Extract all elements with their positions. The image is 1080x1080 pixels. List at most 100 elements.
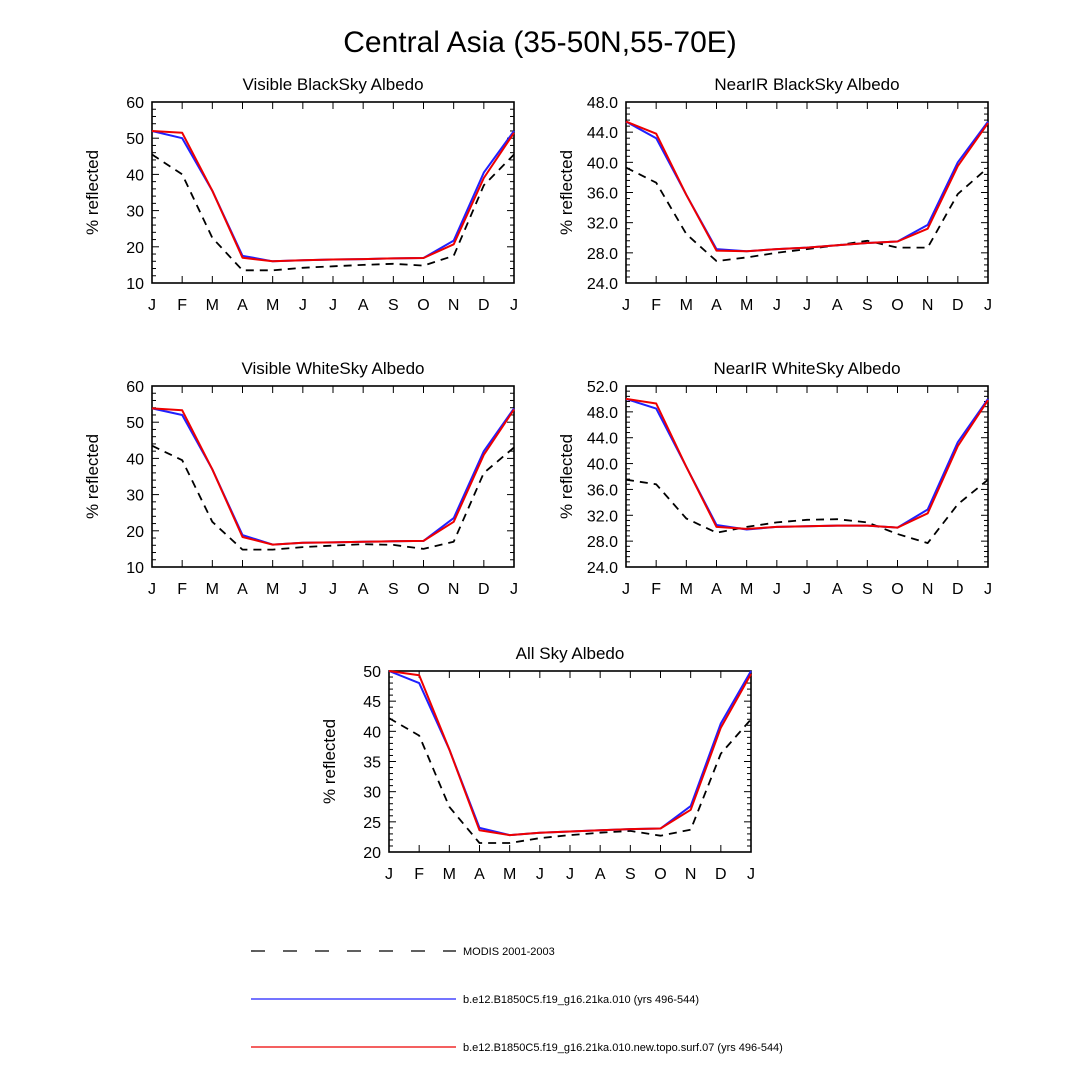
panel-title: Visible BlackSky Albedo — [242, 75, 423, 94]
x-tick-label: J — [536, 866, 544, 883]
y-tick-label: 20 — [126, 524, 144, 541]
x-tick-label: S — [388, 297, 399, 314]
x-tick-label: A — [711, 581, 722, 598]
y-axis-label: % reflected — [557, 150, 576, 235]
y-axis-label: % reflected — [320, 719, 339, 804]
legend-label: b.e12.B1850C5.f19_g16.21ka.010.new.topo.… — [463, 1042, 783, 1054]
y-tick-label: 20 — [363, 845, 381, 862]
x-tick-label: S — [862, 581, 873, 598]
y-tick-label: 36.0 — [587, 186, 618, 203]
x-tick-label: D — [478, 581, 490, 598]
x-tick-label: N — [448, 581, 460, 598]
x-tick-label: A — [832, 581, 843, 598]
y-tick-label: 45 — [363, 694, 381, 711]
y-tick-label: 24.0 — [587, 560, 618, 577]
panel-title: NearIR BlackSky Albedo — [714, 75, 899, 94]
x-tick-label: J — [566, 866, 574, 883]
series-line-3 — [151, 407, 515, 546]
x-tick-label: J — [510, 581, 518, 598]
x-tick-label: M — [503, 866, 516, 883]
figure-title: Central Asia (35-50N,55-70E) — [343, 26, 737, 59]
y-tick-label: 44.0 — [587, 125, 618, 142]
panel-1: Visible BlackSky Albedo 10 20 30 40 50 60 J F M A M… — [83, 75, 518, 314]
series-line-2 — [151, 407, 515, 546]
y-tick-label: 60 — [126, 379, 144, 396]
plot-frame — [151, 101, 515, 284]
y-tick-label: 30 — [363, 785, 381, 802]
x-tick-label: M — [680, 581, 693, 598]
x-tick-label: M — [206, 297, 219, 314]
y-tick-label: 50 — [126, 131, 144, 148]
plot-frame — [625, 385, 989, 568]
x-tick-label: J — [148, 297, 156, 314]
x-tick-label: M — [740, 297, 753, 314]
x-tick-label: M — [206, 581, 219, 598]
legend-label: MODIS 2001-2003 — [463, 946, 555, 958]
x-tick-label: A — [358, 581, 369, 598]
series-line-1 — [151, 153, 515, 272]
y-tick-label: 10 — [126, 276, 144, 293]
x-tick-label: J — [622, 297, 630, 314]
x-tick-label: N — [922, 581, 934, 598]
series-line-2 — [625, 397, 989, 531]
x-tick-label: J — [148, 581, 156, 598]
x-tick-label: J — [385, 866, 393, 883]
x-tick-label: A — [832, 297, 843, 314]
x-tick-label: F — [177, 297, 187, 314]
x-tick-label: J — [803, 581, 811, 598]
x-tick-label: S — [862, 297, 873, 314]
panel-4: NearIR WhiteSky Albedo 24.0 28.0 32.0 36.0 40… — [557, 359, 992, 598]
y-tick-label: 35 — [363, 755, 381, 772]
y-tick-label: 40.0 — [587, 457, 618, 474]
panel-title: NearIR WhiteSky Albedo — [713, 359, 900, 378]
y-tick-label: 28.0 — [587, 534, 618, 551]
legend-item-1: MODIS 2001-2003 — [251, 946, 555, 958]
y-axis-label: % reflected — [83, 150, 102, 235]
series-line-3 — [625, 397, 989, 530]
x-tick-label: J — [984, 581, 992, 598]
x-tick-label: M — [740, 581, 753, 598]
y-tick-label: 20 — [126, 240, 144, 257]
y-axis-label: % reflected — [557, 434, 576, 519]
series-line-1 — [625, 166, 989, 263]
y-tick-label: 40 — [126, 451, 144, 468]
y-tick-label: 40 — [126, 167, 144, 184]
x-tick-label: J — [773, 581, 781, 598]
y-tick-label: 25 — [363, 815, 381, 832]
plot-frame — [151, 385, 515, 568]
x-tick-label: A — [237, 581, 248, 598]
y-tick-label: 52.0 — [587, 379, 618, 396]
x-tick-label: N — [448, 297, 460, 314]
x-tick-label: J — [299, 297, 307, 314]
x-tick-label: J — [984, 297, 992, 314]
legend-label: b.e12.B1850C5.f19_g16.21ka.010 (yrs 496-… — [463, 994, 699, 1006]
x-tick-label: A — [474, 866, 485, 883]
y-tick-label: 32.0 — [587, 508, 618, 525]
x-tick-label: A — [711, 297, 722, 314]
series-line-3 — [388, 670, 752, 837]
x-tick-label: S — [625, 866, 636, 883]
x-tick-label: S — [388, 581, 399, 598]
x-tick-label: D — [952, 581, 964, 598]
x-tick-label: D — [715, 866, 727, 883]
x-tick-label: J — [329, 581, 337, 598]
x-tick-label: O — [891, 581, 903, 598]
y-tick-label: 32.0 — [587, 216, 618, 233]
x-tick-label: A — [237, 297, 248, 314]
x-tick-label: N — [922, 297, 934, 314]
x-tick-label: F — [651, 297, 661, 314]
x-tick-label: M — [680, 297, 693, 314]
plot-frame — [388, 670, 752, 853]
panel-2: NearIR BlackSky Albedo 24.0 28.0 32.0 36.0 40… — [557, 75, 992, 314]
x-tick-label: A — [595, 866, 606, 883]
x-tick-label: O — [417, 297, 429, 314]
panel-5: All Sky Albedo 20 25 30 35 40 45 50 J F M A M J J A S O N D… — [320, 644, 755, 883]
x-tick-label: O — [417, 581, 429, 598]
y-tick-label: 50 — [363, 664, 381, 681]
x-tick-label: A — [358, 297, 369, 314]
panels: Visible BlackSky Albedo 10 20 30 40 50 60 J F M A M… — [83, 75, 992, 883]
y-tick-label: 24.0 — [587, 276, 618, 293]
x-tick-label: D — [478, 297, 490, 314]
x-tick-label: J — [329, 297, 337, 314]
